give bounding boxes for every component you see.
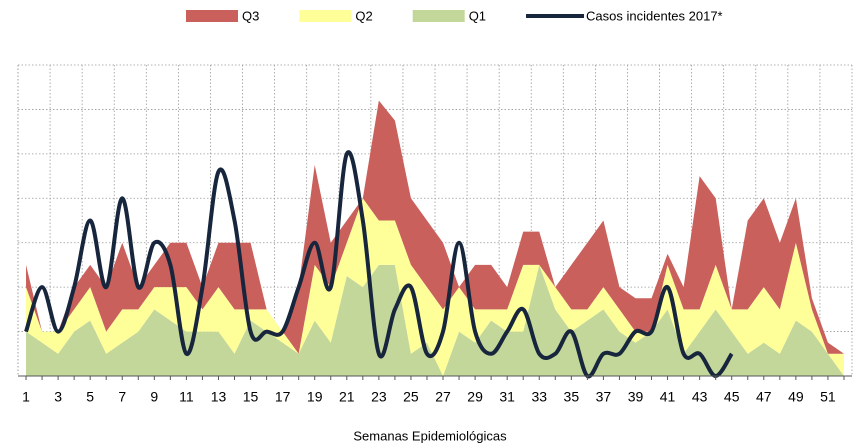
x-tick-label: 31 xyxy=(499,389,515,405)
x-tick-label: 41 xyxy=(660,389,676,405)
x-tick-label: 9 xyxy=(150,389,158,405)
area xyxy=(26,264,844,376)
legend-label: Casos incidentes 2017* xyxy=(586,8,723,23)
legend-swatch xyxy=(186,10,238,22)
legend-swatch xyxy=(412,10,465,22)
x-tick-label: 39 xyxy=(628,389,644,405)
x-tick-label: 23 xyxy=(371,389,387,405)
x-tick-label: 29 xyxy=(467,389,483,405)
x-tick-label: 47 xyxy=(756,389,772,405)
x-tick-label: 49 xyxy=(788,389,804,405)
legend-swatch xyxy=(299,10,352,22)
x-tick-label: 37 xyxy=(596,389,612,405)
x-tick-label: 27 xyxy=(435,389,451,405)
x-tick-label: 45 xyxy=(724,389,740,405)
x-tick-label: 15 xyxy=(243,389,259,405)
legend-label: Q3 xyxy=(242,8,259,23)
legend-label: Q2 xyxy=(355,8,372,23)
x-tick-label: 25 xyxy=(403,389,419,405)
x-tick-label: 21 xyxy=(339,389,355,405)
legend-label: Q1 xyxy=(469,8,486,23)
x-tick-label: 51 xyxy=(820,389,836,405)
x-tick-label: 35 xyxy=(564,389,580,405)
x-tick-label: 19 xyxy=(307,389,323,405)
x-axis-title: Semanas Epidemiológicas xyxy=(353,428,507,443)
x-tick-label: 11 xyxy=(179,389,194,405)
line xyxy=(24,150,734,379)
x-tick-label: 5 xyxy=(86,389,94,405)
x-tick-label: 43 xyxy=(692,389,708,405)
x-tick-label: 13 xyxy=(211,389,227,405)
x-tick-label: 3 xyxy=(54,389,62,405)
x-tick-label: 17 xyxy=(275,389,291,405)
x-tick-label: 1 xyxy=(22,389,30,405)
x-tick-label: 7 xyxy=(118,389,126,405)
x-tick-label: 33 xyxy=(531,389,547,405)
area xyxy=(26,100,844,354)
